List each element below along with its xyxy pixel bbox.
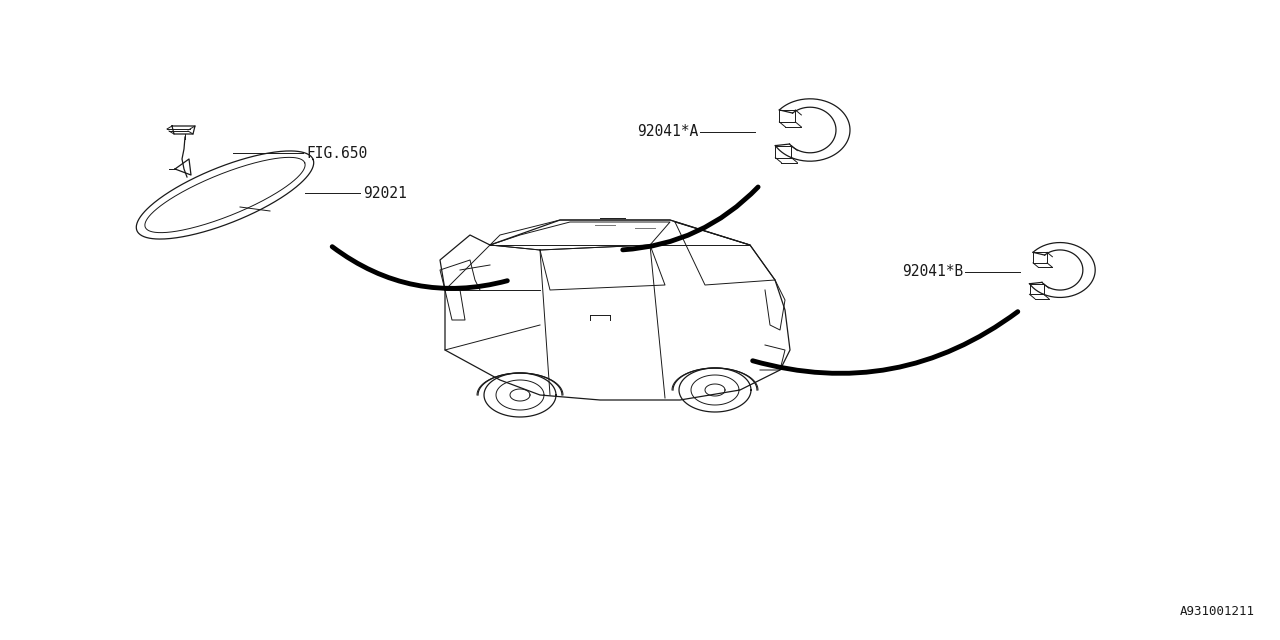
Text: A931001211: A931001211 xyxy=(1180,605,1254,618)
Text: 92041*B: 92041*B xyxy=(901,264,963,280)
Text: FIG.650: FIG.650 xyxy=(306,145,367,161)
Text: 92021: 92021 xyxy=(364,186,407,200)
FancyArrowPatch shape xyxy=(623,187,758,250)
Text: 92041*A: 92041*A xyxy=(636,125,698,140)
FancyArrowPatch shape xyxy=(753,312,1018,373)
FancyArrowPatch shape xyxy=(333,246,507,289)
